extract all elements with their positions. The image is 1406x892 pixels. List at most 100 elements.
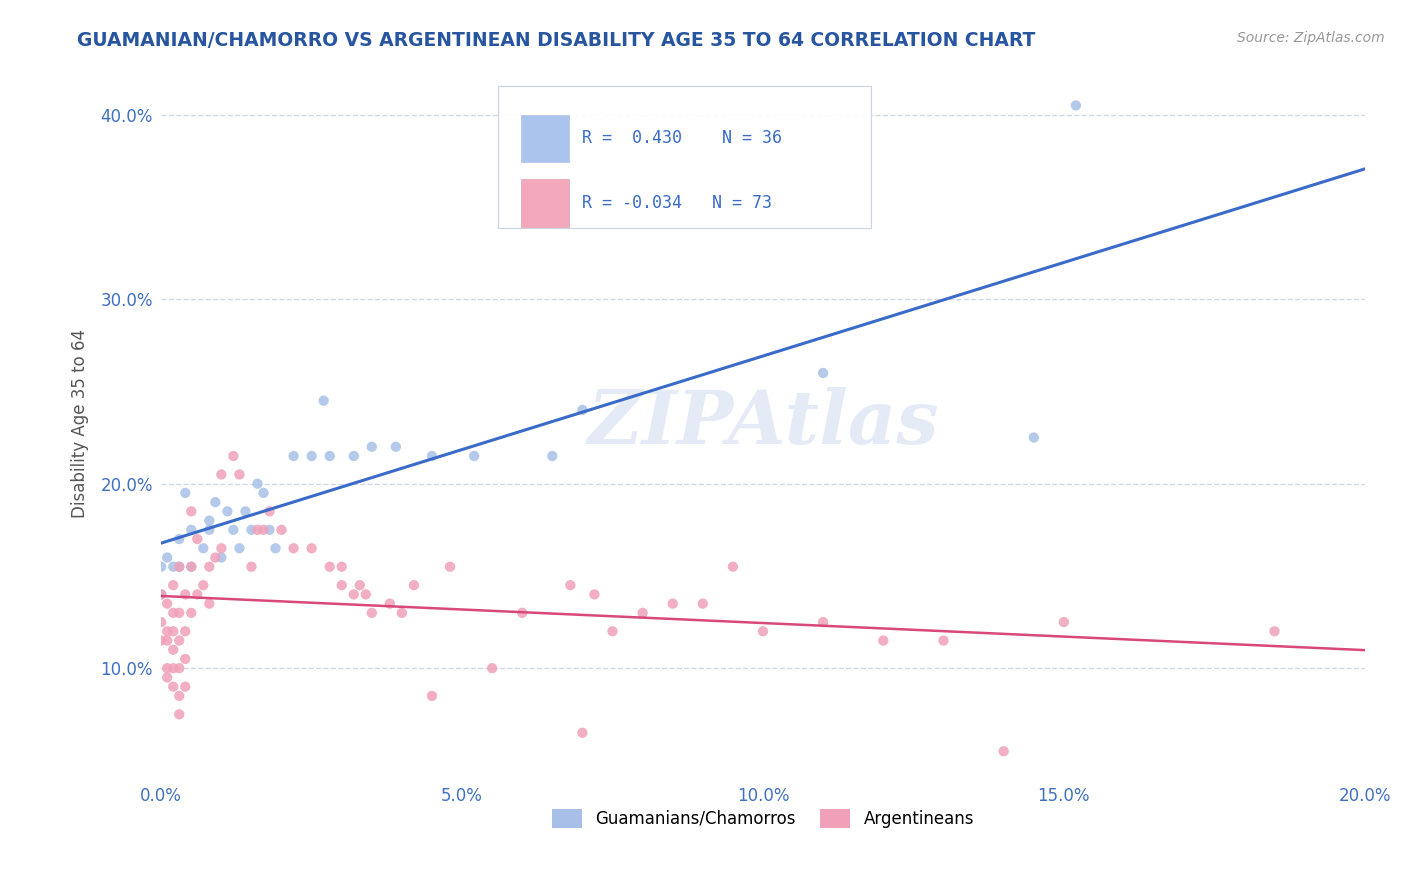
Text: R =  0.430    N = 36: R = 0.430 N = 36 xyxy=(582,129,782,147)
Point xyxy=(318,559,340,574)
Point xyxy=(721,559,744,574)
Point xyxy=(235,504,257,518)
Point xyxy=(378,597,401,611)
Point xyxy=(198,523,221,537)
FancyBboxPatch shape xyxy=(522,179,569,227)
Point xyxy=(259,523,281,537)
Point xyxy=(560,578,582,592)
Point xyxy=(811,615,834,629)
FancyBboxPatch shape xyxy=(498,87,872,228)
Point xyxy=(312,393,335,408)
Point xyxy=(150,615,173,629)
Point xyxy=(167,707,190,722)
Point xyxy=(481,661,503,675)
Point xyxy=(167,633,190,648)
Point xyxy=(811,366,834,380)
Point xyxy=(602,624,624,639)
Point xyxy=(252,523,274,537)
Point xyxy=(156,633,179,648)
Point xyxy=(162,642,184,657)
Point xyxy=(228,541,250,556)
Point xyxy=(167,559,190,574)
Point xyxy=(1263,624,1285,639)
Point xyxy=(209,541,232,556)
Point xyxy=(439,559,461,574)
Point xyxy=(222,449,245,463)
Point xyxy=(246,476,269,491)
Point xyxy=(283,541,305,556)
Point xyxy=(180,504,202,518)
Point xyxy=(343,587,366,601)
FancyBboxPatch shape xyxy=(522,115,569,162)
Point xyxy=(463,449,485,463)
Point xyxy=(156,597,179,611)
Point xyxy=(162,578,184,592)
Point xyxy=(360,440,382,454)
Text: GUAMANIAN/CHAMORRO VS ARGENTINEAN DISABILITY AGE 35 TO 64 CORRELATION CHART: GUAMANIAN/CHAMORRO VS ARGENTINEAN DISABI… xyxy=(77,31,1036,50)
Point xyxy=(246,523,269,537)
Point xyxy=(360,606,382,620)
Point xyxy=(204,495,226,509)
Point xyxy=(150,587,173,601)
Point xyxy=(259,504,281,518)
Text: Source: ZipAtlas.com: Source: ZipAtlas.com xyxy=(1237,31,1385,45)
Point xyxy=(752,624,775,639)
Point xyxy=(420,689,443,703)
Point xyxy=(186,532,208,546)
Point xyxy=(222,523,245,537)
Point xyxy=(156,550,179,565)
Point xyxy=(156,624,179,639)
Point xyxy=(180,559,202,574)
Point xyxy=(156,661,179,675)
Point xyxy=(391,606,413,620)
Point xyxy=(167,606,190,620)
Point xyxy=(993,744,1015,758)
Point xyxy=(198,514,221,528)
Point xyxy=(174,587,197,601)
Point xyxy=(186,587,208,601)
Point xyxy=(631,606,654,620)
Point xyxy=(174,652,197,666)
Point xyxy=(162,680,184,694)
Point xyxy=(198,597,221,611)
Point xyxy=(217,504,239,518)
Point xyxy=(318,449,340,463)
Text: ZIPAtlas: ZIPAtlas xyxy=(588,387,939,460)
Point xyxy=(150,633,173,648)
Point xyxy=(264,541,287,556)
Point xyxy=(343,449,366,463)
Point xyxy=(571,726,593,740)
Point xyxy=(541,449,564,463)
Point xyxy=(385,440,408,454)
Y-axis label: Disability Age 35 to 64: Disability Age 35 to 64 xyxy=(72,329,89,518)
Point xyxy=(330,578,353,592)
Point xyxy=(180,523,202,537)
Point xyxy=(571,403,593,417)
Point xyxy=(240,559,263,574)
Point xyxy=(162,559,184,574)
Point xyxy=(1064,98,1087,112)
Point xyxy=(349,578,371,592)
Point xyxy=(162,661,184,675)
Point xyxy=(1022,431,1045,445)
Point xyxy=(174,680,197,694)
Point xyxy=(240,523,263,537)
Point xyxy=(420,449,443,463)
Point xyxy=(162,606,184,620)
Point xyxy=(932,633,955,648)
Point xyxy=(872,633,894,648)
Point xyxy=(402,578,425,592)
Point xyxy=(156,670,179,684)
Point xyxy=(204,550,226,565)
Point xyxy=(661,597,683,611)
Point xyxy=(583,587,606,601)
Point xyxy=(270,523,292,537)
Point xyxy=(1053,615,1076,629)
Point xyxy=(252,486,274,500)
Point xyxy=(209,467,232,482)
Point xyxy=(167,661,190,675)
Point xyxy=(330,559,353,574)
Text: R = -0.034   N = 73: R = -0.034 N = 73 xyxy=(582,194,772,212)
Point xyxy=(510,606,533,620)
Point xyxy=(167,532,190,546)
